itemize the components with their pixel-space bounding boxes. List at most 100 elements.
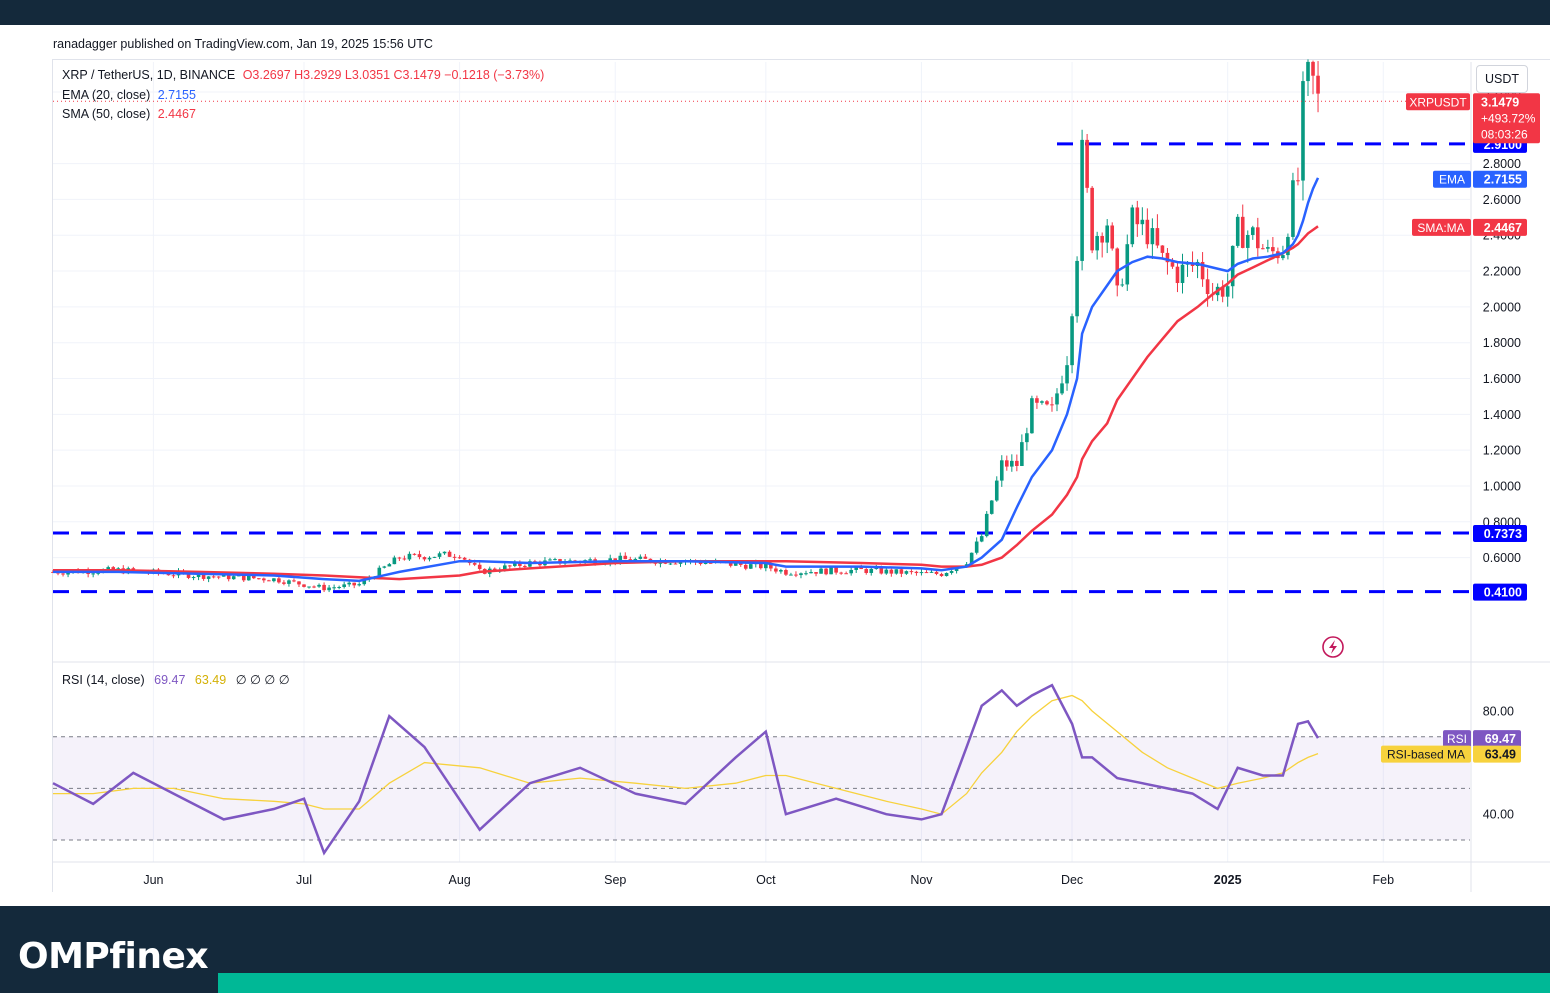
candle-body xyxy=(779,569,783,572)
candle-body xyxy=(673,563,678,565)
rsi-value-tag xyxy=(1473,730,1521,748)
candle-body xyxy=(814,572,818,574)
candle-body xyxy=(1120,284,1125,286)
candle-body xyxy=(1200,261,1205,280)
candle-body xyxy=(1135,207,1140,225)
grid xyxy=(53,62,1550,892)
price-tick-label: 1.4000 xyxy=(1483,408,1521,422)
candle-body xyxy=(1160,245,1165,253)
symbol-tag xyxy=(1406,93,1470,111)
time-tick-label: Nov xyxy=(910,873,933,887)
candle-body xyxy=(764,563,768,569)
sma-name-tag xyxy=(1412,218,1471,236)
candle-body xyxy=(1035,398,1039,403)
candle-body xyxy=(1261,248,1265,250)
candle-body xyxy=(919,572,924,574)
candle-body xyxy=(854,567,858,570)
candle-body xyxy=(1271,247,1275,252)
price-tick-label: 2.6000 xyxy=(1483,193,1521,207)
rsi-ma-value-label: 63.49 xyxy=(1485,748,1516,762)
candle-body xyxy=(703,562,708,565)
published-caption: ranadagger published on TradingView.com,… xyxy=(53,37,433,51)
candle-body xyxy=(804,573,808,575)
candle-body xyxy=(743,564,748,569)
brand-logo: OMPfinex xyxy=(18,936,209,977)
last-price-value: 3.1479 xyxy=(1481,95,1519,109)
candle-body xyxy=(317,584,321,587)
candle-body xyxy=(904,571,909,574)
rsi-line xyxy=(52,683,1320,856)
candle-body xyxy=(924,572,929,574)
lightning-icon-ring xyxy=(1322,636,1344,658)
candle-body xyxy=(277,578,281,583)
candle-body xyxy=(513,562,517,566)
candle-body xyxy=(206,576,211,579)
candle-body xyxy=(287,580,291,584)
candle-body xyxy=(759,562,763,569)
ema-value-tag xyxy=(1473,170,1527,188)
candle-body xyxy=(91,573,95,575)
candle-body xyxy=(939,573,944,577)
candle-body xyxy=(1080,139,1084,261)
candle-body xyxy=(874,567,879,569)
candle-body xyxy=(417,554,422,558)
candle-body xyxy=(668,563,673,565)
candle-body xyxy=(733,562,738,566)
sma-value: 2.4467 xyxy=(157,107,196,121)
candle-body xyxy=(196,574,201,578)
currency-unit-button[interactable]: USDT xyxy=(1476,65,1528,93)
candle-body xyxy=(96,572,100,574)
time-tick-label: Aug xyxy=(448,873,470,887)
candle-body xyxy=(322,584,326,591)
candle-body xyxy=(377,567,382,578)
candle-body xyxy=(357,584,362,586)
candle-body xyxy=(211,576,216,578)
candle-body xyxy=(402,558,407,560)
rsi-name-label: RSI xyxy=(1447,732,1467,746)
ema-label: EMA (20, close) xyxy=(62,88,151,102)
candle-body xyxy=(894,569,899,574)
candle-body xyxy=(397,557,402,559)
candle-body xyxy=(1250,227,1255,235)
price-tick-label: 1.8000 xyxy=(1483,336,1521,350)
candle-body xyxy=(889,569,894,574)
candle-body xyxy=(171,575,176,577)
candle-body xyxy=(352,582,356,586)
candle-body xyxy=(698,562,703,565)
candle-body xyxy=(241,575,246,581)
ema-value: 2.7155 xyxy=(157,88,196,102)
candle-body xyxy=(1306,61,1310,82)
candle-body xyxy=(442,551,447,554)
candle-body xyxy=(824,568,828,575)
candle-body xyxy=(191,577,196,579)
candle-body xyxy=(1065,365,1069,384)
candle-body xyxy=(282,582,286,584)
candle-body xyxy=(839,572,843,574)
rsi-ma-value-tag xyxy=(1473,745,1521,763)
candle-body xyxy=(1110,225,1115,249)
candle-body xyxy=(1070,316,1074,366)
candle-body xyxy=(216,576,221,578)
rsi-label: RSI (14, close) xyxy=(62,673,145,687)
candle-body xyxy=(1266,247,1270,249)
rsi-ma-value: 63.49 xyxy=(194,673,227,687)
candles xyxy=(51,59,1320,593)
candle-body xyxy=(849,569,853,574)
candle-body xyxy=(834,567,838,573)
candle-body xyxy=(312,586,316,588)
candle-body xyxy=(1301,81,1305,181)
last-price-change: +493.72% xyxy=(1481,111,1536,125)
lightning-icon[interactable] xyxy=(1322,636,1344,658)
candle-body xyxy=(477,564,482,569)
candle-body xyxy=(799,573,803,576)
candle-body xyxy=(332,587,336,589)
candle-body xyxy=(337,587,341,589)
candle-body xyxy=(246,575,251,581)
candle-body xyxy=(678,561,683,564)
candle-body xyxy=(457,557,462,559)
price-tick-label: 1.6000 xyxy=(1483,372,1521,386)
candle-body xyxy=(111,567,116,570)
candle-body xyxy=(302,584,306,587)
